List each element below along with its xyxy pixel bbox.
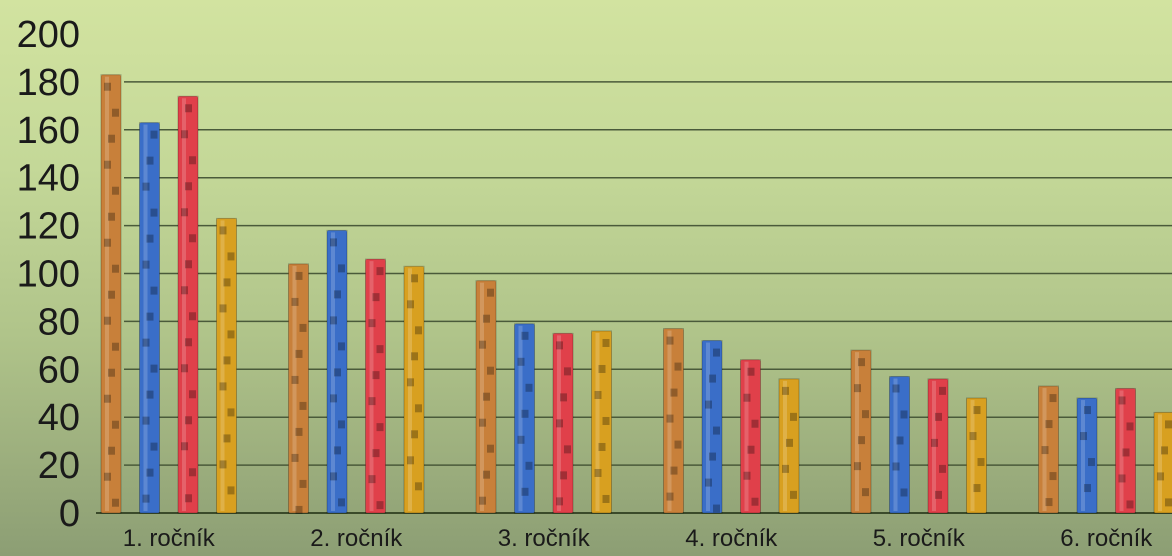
x-tick-label: 3. ročník (498, 525, 591, 552)
bar (966, 397, 987, 514)
bar (216, 217, 237, 514)
bar (100, 74, 122, 514)
x-tick-label: 1. ročník (123, 525, 216, 552)
y-tick-label: 200 (17, 14, 80, 56)
x-axis-labels: 1. ročník 2. ročník 3. ročník 4. ročník 5. r… (123, 525, 1154, 552)
bar (701, 340, 723, 514)
bar (889, 375, 910, 514)
bar (403, 265, 425, 514)
bar (177, 95, 199, 514)
bar (778, 378, 800, 514)
x-tick-label: 5. ročník (873, 525, 966, 552)
y-tick-label: 180 (17, 62, 80, 104)
y-tick-label: 140 (17, 158, 80, 200)
y-tick-label: 20 (38, 445, 80, 487)
gridlines (96, 81, 1172, 514)
bar (326, 229, 348, 514)
bar (740, 359, 761, 514)
bar (365, 258, 386, 514)
bar (475, 280, 497, 514)
y-tick-label: 160 (17, 110, 80, 152)
bar (514, 323, 535, 514)
bar (1115, 387, 1136, 514)
bar (663, 328, 684, 514)
bar (927, 378, 949, 514)
bar (850, 349, 872, 514)
bar (288, 263, 309, 514)
bar (139, 122, 160, 514)
bar (1076, 397, 1098, 514)
y-tick-label: 0 (59, 493, 80, 535)
bar (552, 332, 574, 514)
bar (1038, 385, 1059, 514)
y-tick-label: 40 (38, 397, 80, 439)
y-axis-ticks: 0 20 40 60 80 100 120 140 160 180 200 (17, 14, 80, 535)
y-tick-label: 60 (38, 349, 80, 391)
bar (1153, 411, 1172, 514)
bar (591, 330, 612, 514)
y-tick-label: 80 (38, 301, 80, 343)
bars (100, 74, 1172, 514)
x-tick-label: 4. ročník (685, 525, 778, 552)
y-tick-label: 100 (17, 254, 80, 296)
x-tick-label: 2. ročník (310, 525, 403, 552)
x-tick-label: 6. ročník (1060, 525, 1153, 552)
y-tick-label: 120 (17, 206, 80, 248)
